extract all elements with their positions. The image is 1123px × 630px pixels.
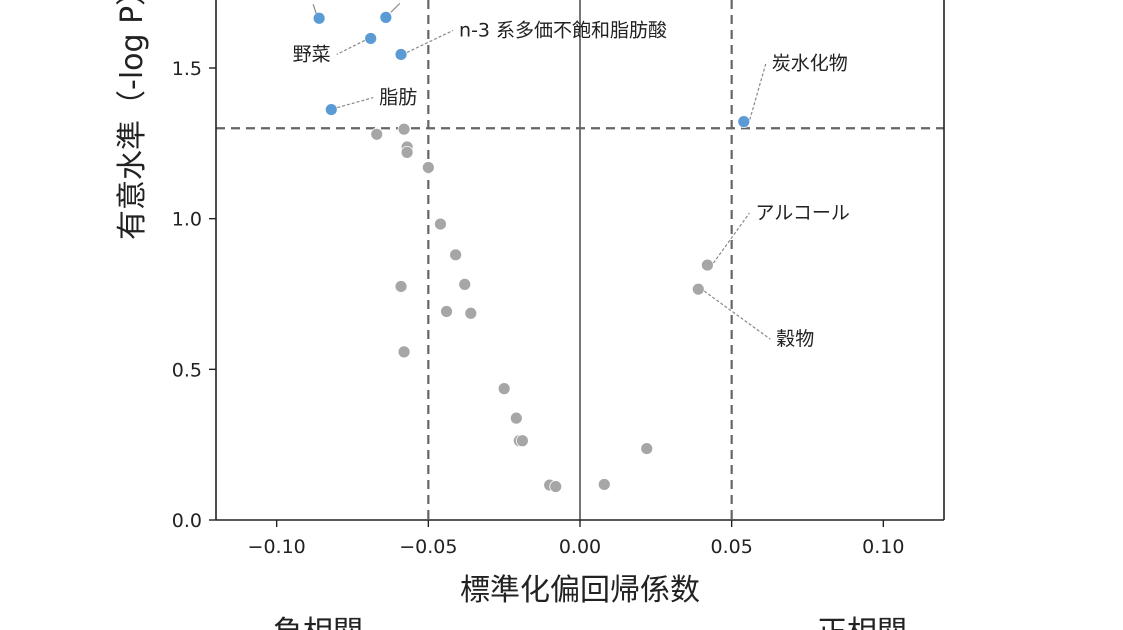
nonsignificant-point	[515, 434, 529, 448]
y-tick-label: 0.5	[172, 359, 202, 381]
nonsignificant-point	[434, 217, 447, 231]
annotation-leader	[406, 29, 454, 53]
data-points	[312, 10, 751, 493]
significant-point	[394, 48, 408, 61]
x-tick-label: 0.05	[711, 536, 753, 558]
nonsignificant-point	[549, 480, 563, 493]
x-tick-label: −0.10	[248, 536, 306, 558]
nonsignificant-point	[449, 248, 463, 262]
nonsignificant-point	[701, 258, 714, 272]
nonsignificant-point	[691, 282, 705, 296]
nonsignificant-point	[440, 305, 453, 318]
nonsignificant-point	[509, 411, 523, 425]
nonsignificant-point	[421, 161, 435, 174]
nonsignificant-point	[397, 345, 411, 359]
y-axis-title: 有意水準（-log P）	[115, 0, 150, 240]
annotation-leader	[312, 4, 317, 14]
nonsignificant-point	[464, 306, 478, 320]
annotation-leader	[337, 97, 374, 109]
y-tick-label: 1.5	[172, 58, 202, 80]
nonsignificant-point	[397, 122, 411, 136]
significant-point	[379, 10, 393, 24]
annotation-leader	[390, 2, 401, 13]
point-annotation: アルコール	[755, 202, 849, 224]
y-tick-label: 0.0	[172, 510, 202, 532]
nonsignificant-point	[458, 277, 472, 291]
nonsignificant-point	[497, 382, 511, 396]
significant-point	[364, 32, 378, 45]
point-annotation: 野菜	[293, 43, 331, 65]
reference-lines	[216, 0, 944, 520]
y-tick-label: 1.0	[172, 209, 202, 231]
point-annotation: n-3 系多価不飽和脂肪酸	[459, 19, 667, 41]
significant-point	[312, 11, 326, 25]
point-annotation: 穀物	[776, 328, 814, 350]
nonsignificant-point	[597, 478, 611, 491]
nonsignificant-point	[400, 145, 414, 159]
nonsignificant-point	[394, 280, 408, 293]
x-tick-label: 0.00	[559, 536, 601, 558]
axes: −0.10 −0.05 0.00 0.05 0.10 0.0 0.5 1.0 1.5	[172, 0, 945, 558]
x-tick-label: 0.10	[862, 536, 904, 558]
significant-point	[737, 115, 751, 129]
annotation-leader	[336, 39, 365, 56]
annotation-leader	[712, 212, 750, 264]
annotation-leader	[703, 290, 771, 340]
nonsignificant-point	[370, 127, 384, 141]
point-annotation: 脂肪	[379, 87, 417, 109]
point-annotation: 炭水化物	[772, 53, 848, 75]
significant-point	[324, 103, 338, 116]
negative-correlation-label: 負相関	[273, 615, 363, 630]
positive-correlation-label: 正相関	[817, 615, 907, 630]
x-axis-title: 標準化偏回帰係数	[460, 573, 700, 608]
correlation-arrow: 負相関 正相関	[273, 615, 907, 630]
x-tick-label: −0.05	[399, 536, 457, 558]
nonsignificant-point	[640, 442, 654, 455]
